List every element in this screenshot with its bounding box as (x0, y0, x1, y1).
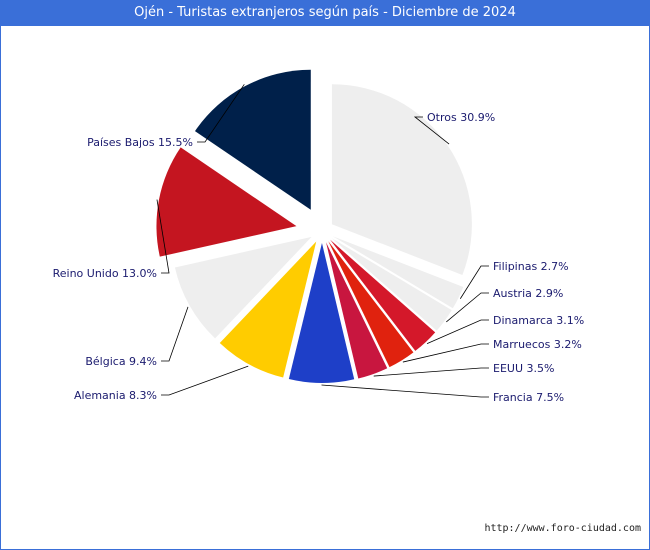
pie-slice-austria (331, 238, 452, 331)
pie-slice-filipinas (332, 236, 464, 309)
leader-line-otros (413, 116, 450, 145)
pie-slices (156, 69, 472, 383)
slice-label-marruecos: Marruecos 3.2% (493, 338, 582, 351)
pie-slice-paises-bajos (194, 69, 311, 210)
leader-line-reino-unido (156, 199, 170, 274)
pie-slice-dinamarca (330, 239, 436, 351)
slice-labels: Otros 30.9% Filipinas 2.7% Austria 2.9% Din… (53, 111, 585, 404)
label-leader-lines (156, 84, 489, 398)
slice-label-paises-bajos: Países Bajos 15.5% (87, 136, 193, 149)
slice-label-eeuu: EEUU 3.5% (493, 362, 554, 375)
leader-line-marruecos (402, 343, 489, 363)
slice-label-austria: Austria 2.9% (493, 287, 563, 300)
slice-label-filipinas: Filipinas 2.7% (493, 260, 569, 273)
leader-line-alemania (161, 365, 249, 396)
slice-label-reino-unido: Reino Unido 13.0% (53, 267, 157, 280)
pie-slice-marruecos (328, 241, 414, 368)
source-url: http://www.foro-ciudad.com (484, 523, 641, 534)
pie-slice-eeuu (326, 242, 388, 379)
leader-line-dinamarca (426, 319, 489, 344)
leader-line-austria (446, 292, 489, 323)
pie-slice-belgica (174, 236, 312, 339)
leader-line-eeuu (373, 367, 489, 377)
pie-slice-francia (288, 242, 355, 383)
pie-slice-otros (331, 84, 472, 275)
pie-chart: Otros 30.9% Filipinas 2.7% Austria 2.9% Din… (53, 69, 585, 404)
slice-label-alemania: Alemania 8.3% (74, 389, 157, 402)
leader-line-paises-bajos (197, 84, 245, 143)
slice-label-dinamarca: Dinamarca 3.1% (493, 314, 584, 327)
leader-line-francia (321, 384, 489, 398)
slice-label-otros: Otros 30.9% (427, 111, 495, 124)
leader-line-filipinas (459, 265, 489, 299)
chart-title: Ojén - Turistas extranjeros según país -… (0, 0, 650, 26)
pie-slice-alemania (219, 241, 317, 378)
slice-label-belgica: Bélgica 9.4% (85, 355, 157, 368)
leader-line-belgica (161, 306, 189, 362)
slice-label-francia: Francia 7.5% (493, 391, 564, 404)
pie-slice-reino-unido (156, 147, 297, 257)
